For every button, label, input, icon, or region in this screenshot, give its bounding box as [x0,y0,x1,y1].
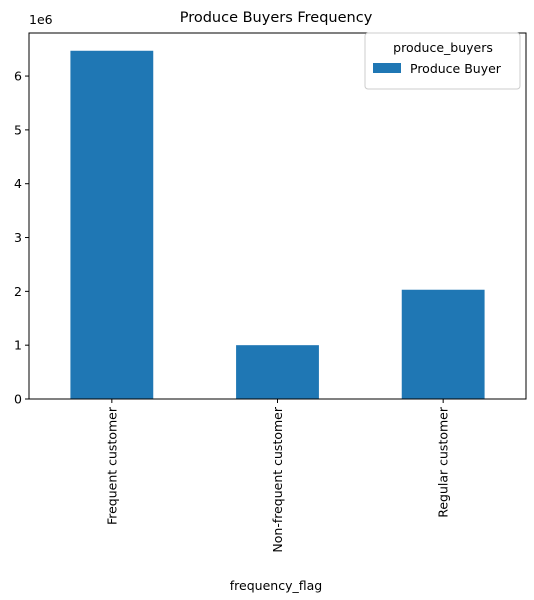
y-tick-label: 4 [14,176,22,191]
legend-entry-label: Produce Buyer [410,61,502,76]
y-tick-label: 0 [14,392,22,407]
y-tick-label: 2 [14,284,22,299]
legend: produce_buyers Produce Buyer [364,32,521,90]
bar-frequent-customer [70,50,154,399]
y-tick-label: 5 [14,122,22,137]
bars-group [70,50,485,399]
x-axis-ticks: Frequent customer Non-frequent customer Re… [104,399,451,553]
bar-regular-customer [401,289,485,399]
legend-swatch [373,63,401,73]
y-axis-ticks: 0 1 2 3 4 5 6 [14,69,29,407]
y-offset-text: 1e6 [29,12,53,27]
legend-box [364,32,521,90]
x-axis-label: frequency_flag [230,578,322,593]
y-tick-label: 6 [14,69,22,84]
x-tick-label: Non-frequent customer [270,406,285,552]
bar-non-frequent-customer [236,345,319,399]
x-tick-label: Regular customer [436,406,451,518]
y-tick-label: 3 [14,230,22,245]
legend-title: produce_buyers [393,40,493,55]
plot-frame [28,32,527,400]
y-tick-label: 1 [14,338,22,353]
x-tick-label: Frequent customer [104,406,119,525]
chart-title: Produce Buyers Frequency [180,10,373,26]
